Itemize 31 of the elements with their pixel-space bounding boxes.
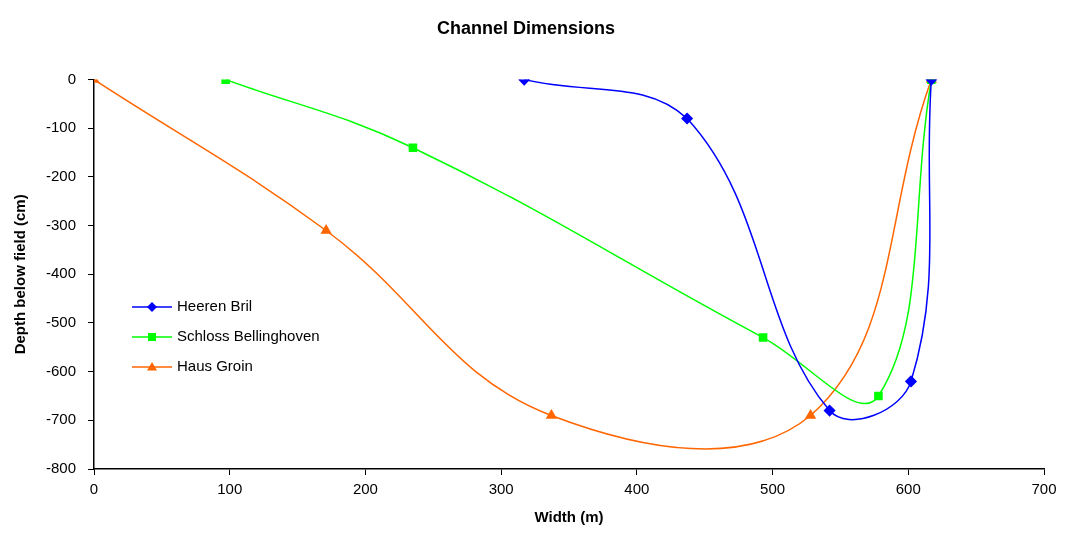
y-axis-title: Depth below field (cm): [11, 194, 29, 355]
y-tick-label: -500: [45, 313, 77, 331]
y-tick-label: -100: [45, 118, 77, 136]
x-tick-label: 300: [488, 480, 514, 498]
point: [546, 409, 557, 419]
y-tick-label: 0: [67, 69, 77, 87]
point: [805, 409, 816, 419]
x-tick-label: 100: [217, 480, 243, 498]
y-tick-label: -800: [45, 459, 77, 477]
legend-label: Schloss Bellinghoven: [177, 327, 320, 345]
y-tick-label: -700: [45, 410, 77, 428]
point: [681, 112, 693, 125]
x-tick-label: 700: [1031, 480, 1057, 498]
point: [874, 391, 883, 401]
y-tick-label: -600: [45, 361, 77, 379]
chart-title: Channel Dimensions: [436, 17, 616, 38]
x-tick-label: 400: [624, 480, 650, 498]
x-tick-label: 200: [352, 480, 378, 498]
point: [823, 404, 836, 417]
y-tick-label: -400: [45, 264, 77, 282]
x-axis-title: Width (m): [534, 508, 604, 526]
x-tick-label: 600: [895, 480, 921, 498]
y-tick-label: -200: [45, 167, 77, 185]
y-tick-label: -300: [45, 215, 77, 233]
legend-label: Haus Groin: [177, 357, 253, 375]
point: [758, 333, 768, 342]
x-tick-label: 0: [89, 480, 99, 498]
point: [408, 143, 418, 153]
x-tick-label: 500: [760, 480, 786, 498]
point: [905, 375, 917, 388]
legend-label: Heeren Bril: [177, 297, 253, 315]
